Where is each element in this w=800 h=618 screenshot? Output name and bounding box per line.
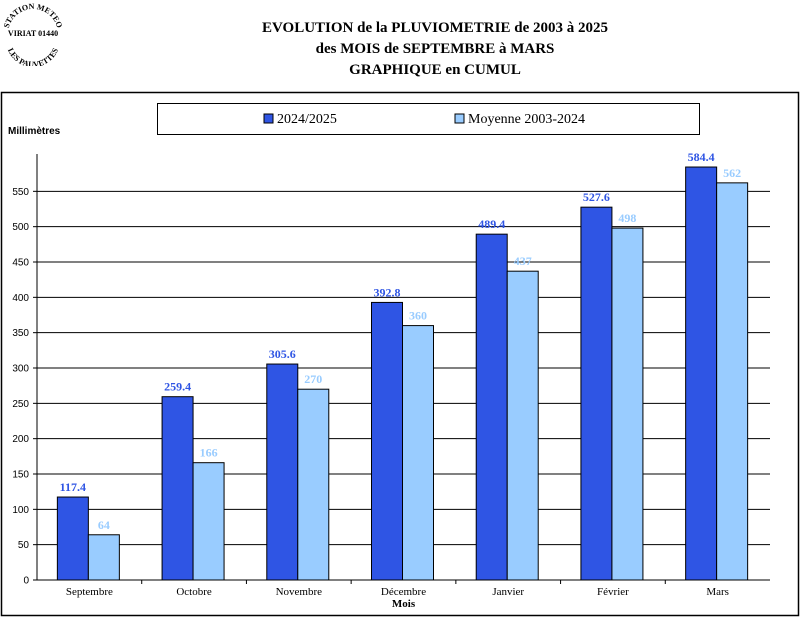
data-label-moyenne: 64 xyxy=(98,518,110,532)
bar-2024-2025 xyxy=(580,206,613,581)
y-tick-label: 50 xyxy=(18,540,30,551)
bar-moyenne xyxy=(506,270,539,581)
header-line-1: EVOLUTION de la PLUVIOMETRIE de 2003 à 2… xyxy=(262,20,608,36)
y-tick-label: 500 xyxy=(12,222,29,233)
y-axis-title: Millimètres xyxy=(8,126,61,137)
stamp-middle: VIRIAT 01440 xyxy=(8,29,58,38)
legend-swatch-2024-2025 xyxy=(263,113,274,124)
data-label-2024-2025: 489.4 xyxy=(478,217,505,231)
legend-box xyxy=(157,103,700,135)
bar-moyenne xyxy=(716,182,749,581)
y-tick-label: 0 xyxy=(23,576,29,587)
y-tick-label: 200 xyxy=(12,434,29,445)
legend-swatch-moyenne xyxy=(454,113,465,124)
header-line-3: GRAPHIQUE en CUMUL xyxy=(349,62,521,78)
data-label-2024-2025: 305.6 xyxy=(269,347,296,361)
bar-moyenne xyxy=(402,325,434,581)
data-label-moyenne: 562 xyxy=(723,166,741,180)
x-tick-label: Septembre xyxy=(66,586,113,598)
data-label-2024-2025: 584.4 xyxy=(688,150,715,164)
data-label-2024-2025: 259.4 xyxy=(164,380,191,394)
data-label-moyenne: 360 xyxy=(409,309,427,323)
data-label-moyenne: 166 xyxy=(200,446,218,460)
bar-2024-2025 xyxy=(56,496,89,581)
legend-label-2024-2025: 2024/2025 xyxy=(277,112,337,127)
data-label-2024-2025: 117.4 xyxy=(60,480,86,494)
x-tick-label: Janvier xyxy=(492,586,524,598)
data-label-moyenne: 437 xyxy=(514,254,532,268)
x-tick-label: Février xyxy=(597,586,629,598)
bar-2024-2025 xyxy=(266,363,299,581)
data-label-2024-2025: 392.8 xyxy=(374,285,401,299)
x-tick-label: Octobre xyxy=(176,586,212,598)
chart-header: EVOLUTION de la PLUVIOMETRIE de 2003 à 2… xyxy=(180,18,690,81)
x-tick-label: Novembre xyxy=(276,586,323,598)
y-tick-label: 100 xyxy=(12,505,29,516)
y-tick-label: 400 xyxy=(12,293,29,304)
bar-2024-2025 xyxy=(685,166,718,581)
bar-moyenne xyxy=(192,462,225,581)
bar-2024-2025 xyxy=(475,233,508,581)
y-tick-label: 550 xyxy=(12,187,29,198)
data-label-moyenne: 498 xyxy=(618,211,636,225)
y-tick-label: 150 xyxy=(12,470,29,481)
x-tick-label: Mars xyxy=(706,586,729,598)
y-tick-label: 450 xyxy=(12,258,29,269)
bar-moyenne xyxy=(297,388,330,581)
x-tick-label: Décembre xyxy=(381,586,426,598)
station-stamp-logo: STATION METEO VIRIAT 01440 LES PAUVETTES xyxy=(2,2,64,66)
header-line-2: des MOIS de SEPTEMBRE à MARS xyxy=(315,41,555,57)
y-tick-label: 250 xyxy=(12,399,29,410)
data-label-moyenne: 270 xyxy=(304,372,322,386)
bar-2024-2025 xyxy=(161,396,194,581)
bar-moyenne xyxy=(87,534,120,581)
bar-2024-2025 xyxy=(371,301,403,581)
bar-moyenne xyxy=(611,227,644,581)
y-tick-label: 350 xyxy=(12,328,29,339)
x-axis-title: Mois xyxy=(392,598,416,610)
data-label-2024-2025: 527.6 xyxy=(583,190,610,204)
legend-label-moyenne: Moyenne 2003-2024 xyxy=(468,112,585,127)
y-tick-label: 300 xyxy=(12,364,29,375)
